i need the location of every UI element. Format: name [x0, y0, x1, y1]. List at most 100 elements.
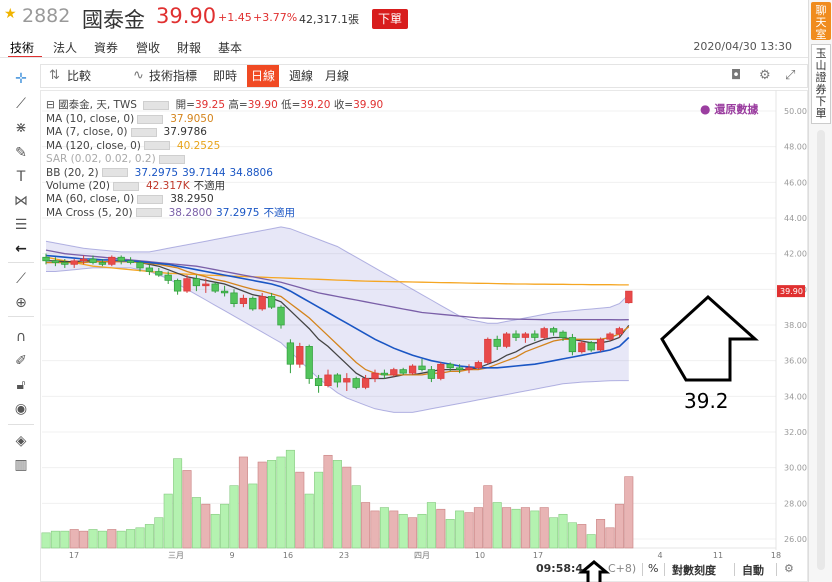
period-monthly[interactable]: 月線 — [325, 69, 350, 83]
indicator-settings-icon[interactable] — [130, 127, 157, 137]
period-weekly[interactable]: 週線 — [289, 69, 314, 83]
tab-financials[interactable]: 財報 — [177, 41, 202, 55]
legend-close-label: 收= — [333, 99, 354, 111]
drawing-toolbar: ✛ ⟋ ⋇ ✎ T ⋈ ☰ ← ⟋ ⊕ ∩ ✐ 🔓︎ ◉ ◈ ▥ — [0, 64, 40, 582]
tab-technical[interactable]: 技術 — [10, 41, 35, 55]
volume-bar — [596, 519, 606, 549]
pattern-icon[interactable]: ⋈ — [14, 193, 28, 209]
volume-bar — [50, 530, 60, 549]
compare-button[interactable]: 比較 — [67, 69, 92, 83]
volume-bar — [323, 454, 333, 549]
fib-icon[interactable]: ⋇ — [15, 120, 27, 136]
fullscreen-icon[interactable]: ⤢ — [785, 68, 796, 83]
compare-icon[interactable]: ⇅ — [49, 68, 60, 83]
gear-icon[interactable]: ⚙ — [759, 68, 771, 83]
tab-basic[interactable]: 基本 — [218, 41, 243, 55]
date-tick-label: 17 — [533, 551, 543, 560]
indicator-settings-icon[interactable] — [143, 141, 170, 151]
legend-indicator-value: 39.7144 — [182, 166, 226, 179]
zoom-in-icon[interactable]: ⊕ — [15, 295, 27, 311]
tab-margin[interactable]: 資券 — [94, 41, 119, 55]
legend-indicator-value: 37.9786 — [163, 126, 207, 139]
eye-icon[interactable]: ◉ — [14, 401, 28, 417]
candle-body — [587, 342, 595, 351]
date-tick-label: 10 — [475, 551, 485, 560]
date-tick-label: 23 — [339, 551, 349, 560]
legend-low-value: 39.20 — [300, 99, 331, 111]
settings-gear-icon[interactable]: ⚙ — [784, 562, 794, 575]
legend-indicator: BB (20, 2) 37.2975 39.7144 34.8806 — [46, 167, 273, 180]
nav-divider — [0, 57, 808, 58]
indicator-settings-icon[interactable] — [158, 154, 185, 164]
tab-institutional[interactable]: 法人 — [53, 41, 78, 55]
date-tick-label: 三月 — [168, 551, 184, 560]
candle-body — [98, 262, 107, 265]
candle-body — [277, 306, 285, 326]
measure-icon[interactable]: ☰ — [14, 217, 28, 233]
period-realtime[interactable]: 即時 — [213, 69, 238, 83]
restored-data-label[interactable]: ● 還原數據 — [700, 102, 759, 116]
volume-bar — [464, 512, 474, 549]
volume-bar — [69, 529, 79, 549]
indicator-settings-icon[interactable] — [112, 181, 139, 191]
price-tick-label: 34.00 — [784, 392, 807, 401]
legend-indicator-label: MA (60, close, 0) — [46, 193, 135, 206]
candle-body — [79, 258, 88, 262]
indicator-settings-icon[interactable] — [101, 168, 128, 178]
line-icon[interactable]: ⟋ — [16, 96, 26, 112]
crosshair-icon[interactable]: ✛ — [15, 71, 27, 87]
log-scale-toggle[interactable]: 對數刻度 — [672, 564, 716, 577]
volume-bar — [455, 510, 465, 549]
candle-body — [493, 338, 501, 347]
legend-indicator-label: MA (10, close, 0) — [46, 113, 135, 125]
back-arrow-icon[interactable]: ← — [15, 241, 27, 257]
volume-bar — [144, 524, 154, 549]
tool-separator — [8, 424, 34, 425]
volume-bar — [370, 510, 380, 549]
percent-toggle[interactable]: % — [648, 562, 659, 575]
auto-scale-toggle[interactable]: 自動 — [742, 564, 764, 577]
indicators-button[interactable]: 技術指標 — [149, 69, 198, 83]
brush-icon[interactable]: ✎ — [15, 145, 27, 161]
chat-room-button[interactable]: 聊天室 — [811, 2, 831, 41]
volume-bar — [351, 485, 361, 549]
trash-icon[interactable]: ▥ — [14, 457, 28, 473]
text-icon[interactable]: T — [16, 169, 26, 185]
legend-indicator-label: MA Cross (5, 20) — [46, 206, 133, 219]
candle-body — [136, 262, 144, 269]
collapse-icon[interactable]: ⊟ — [46, 99, 55, 111]
tab-revenue[interactable]: 營收 — [136, 41, 161, 55]
magnet-icon[interactable]: ∩ — [15, 329, 27, 345]
main-tabs: 技術 法人 資券 營收 財報 基本 2020/04/30 13:30 — [0, 36, 808, 58]
volume-bar — [483, 485, 493, 549]
camera-icon[interactable]: ◘ — [731, 68, 742, 83]
candle-body — [42, 256, 50, 262]
annotation-value: 39.2 — [684, 389, 729, 413]
price-change: +1.45 — [218, 11, 252, 24]
lock-icon[interactable]: 🔓︎ — [16, 377, 26, 393]
pencil-lock-icon[interactable]: ✐ — [15, 353, 27, 369]
broker-order-button[interactable]: 玉山證券下單 — [811, 44, 831, 124]
timezone-label[interactable]: C+8) — [608, 562, 637, 575]
legend-open-label: 開= — [175, 99, 195, 111]
legend-settings-icon[interactable] — [143, 100, 170, 110]
candle-body — [70, 260, 78, 265]
price-chart[interactable]: 50.0048.0046.0044.0042.0040.0038.0036.00… — [40, 90, 808, 582]
period-daily[interactable]: 日線 — [247, 65, 280, 87]
sidebar-scrollbar[interactable] — [817, 130, 825, 570]
order-button[interactable]: 下單 — [372, 9, 408, 29]
candle-body — [361, 378, 370, 388]
indicator-settings-icon[interactable] — [137, 114, 164, 124]
volume-bar — [426, 502, 436, 549]
current-price-label: 39.90 — [780, 287, 803, 296]
volume-bar — [267, 460, 277, 549]
ruler-icon[interactable]: ⟋ — [16, 271, 26, 287]
indicator-settings-icon[interactable] — [137, 194, 164, 204]
legend-indicator-value: 37.2975 — [134, 166, 179, 179]
candle-body — [164, 274, 172, 281]
favorite-star-icon[interactable]: ★ — [4, 6, 17, 22]
legend-indicator: MA (120, close, 0) 40.2525 — [46, 140, 220, 153]
indicator-settings-icon[interactable] — [135, 208, 162, 218]
layers-icon[interactable]: ◈ — [15, 433, 27, 449]
indicator-icon[interactable]: ∿ — [133, 68, 144, 83]
